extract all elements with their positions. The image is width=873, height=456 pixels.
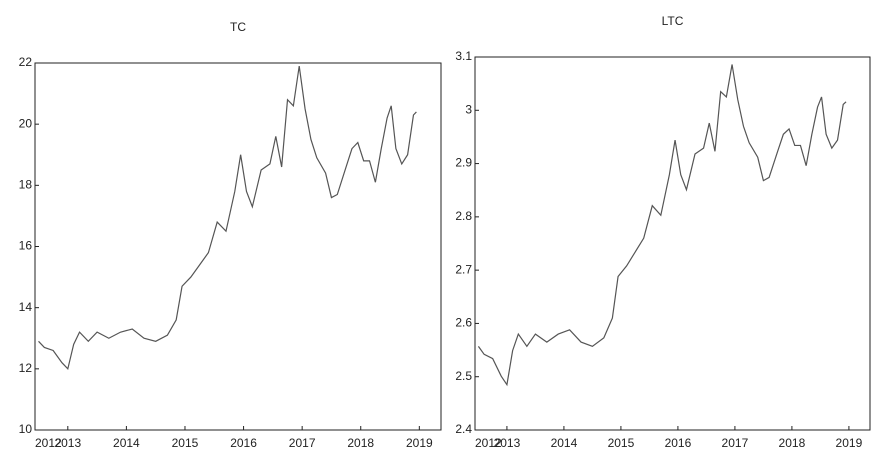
x-tick-label: 2014 bbox=[551, 436, 578, 450]
y-tick-label: 2.5 bbox=[455, 369, 472, 383]
series-line bbox=[38, 65, 417, 371]
y-tick-label: 2.7 bbox=[455, 262, 472, 276]
x-tick-label: 2016 bbox=[230, 436, 257, 450]
x-tick-label: 2013 bbox=[494, 436, 521, 450]
x-tick-label: 2012 bbox=[35, 436, 62, 450]
y-tick-label: 12 bbox=[19, 361, 33, 375]
x-tick-label: 2013 bbox=[54, 436, 81, 450]
y-tick-label: 2.6 bbox=[455, 316, 472, 330]
y-tick-label: 20 bbox=[19, 116, 33, 130]
y-tick-label: 10 bbox=[19, 422, 33, 436]
y-tick-label: 16 bbox=[19, 239, 33, 253]
y-tick-label: 2.8 bbox=[455, 209, 472, 223]
y-tick-label: 2.9 bbox=[455, 156, 472, 170]
x-tick-label: 2016 bbox=[665, 436, 692, 450]
x-tick-label: 2019 bbox=[836, 436, 863, 450]
x-tick-label: 2017 bbox=[722, 436, 749, 450]
x-tick-label: 2019 bbox=[406, 436, 433, 450]
y-tick-label: 14 bbox=[19, 300, 33, 314]
x-tick-label: 2017 bbox=[289, 436, 316, 450]
x-tick-label: 2012 bbox=[475, 436, 502, 450]
plot-frame bbox=[474, 56, 871, 431]
y-tick-label: 18 bbox=[19, 178, 33, 192]
series-line bbox=[477, 64, 847, 387]
chart-title: TC bbox=[230, 20, 246, 34]
x-tick-label: 2015 bbox=[172, 436, 199, 450]
y-tick-label: 3.1 bbox=[455, 49, 472, 63]
plot-frame bbox=[34, 62, 442, 431]
y-tick-label: 3 bbox=[465, 102, 472, 116]
chart-title: LTC bbox=[662, 14, 684, 28]
x-tick-label: 2015 bbox=[608, 436, 635, 450]
x-tick-label: 2018 bbox=[347, 436, 374, 450]
x-tick-label: 2014 bbox=[113, 436, 140, 450]
x-tick-label: 2018 bbox=[779, 436, 806, 450]
y-tick-label: 2.4 bbox=[455, 422, 472, 436]
y-tick-label: 22 bbox=[19, 55, 33, 69]
